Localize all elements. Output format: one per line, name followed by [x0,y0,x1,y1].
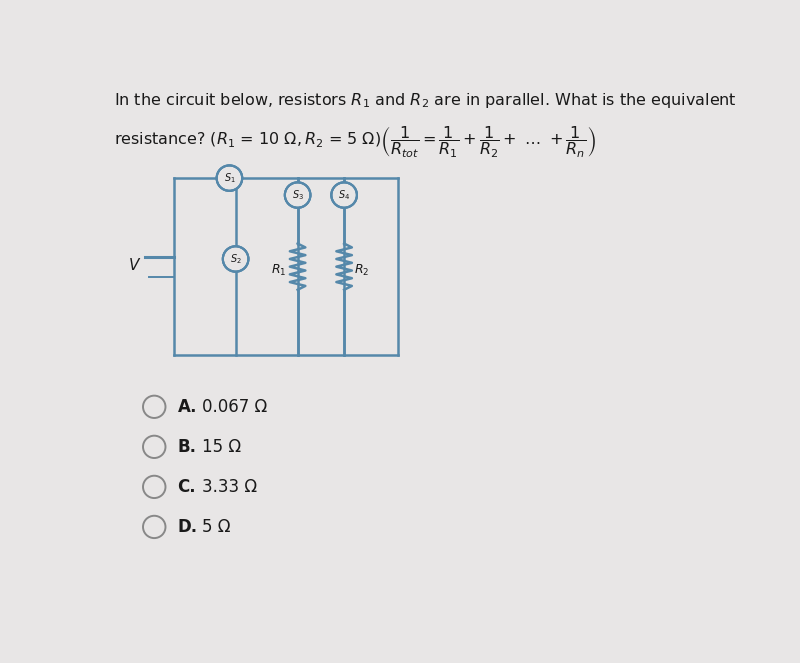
Text: 15 Ω: 15 Ω [202,438,242,456]
Text: $S_1$: $S_1$ [223,171,235,185]
Circle shape [217,165,242,191]
Text: $R_1$: $R_1$ [270,263,286,278]
Text: A.: A. [178,398,197,416]
Circle shape [331,182,357,208]
Text: D.: D. [178,518,198,536]
Text: C.: C. [178,478,196,496]
Text: $S_4$: $S_4$ [338,188,350,202]
Text: In the circuit below, resistors $R_1$ and $R_2$ are in parallel. What is the equ: In the circuit below, resistors $R_1$ an… [114,91,737,110]
Text: 5 Ω: 5 Ω [202,518,230,536]
Circle shape [223,246,249,272]
Text: $S_2$: $S_2$ [230,252,242,266]
Text: 0.067 Ω: 0.067 Ω [202,398,267,416]
Text: V: V [129,258,139,272]
Text: B.: B. [178,438,197,456]
Text: $S_3$: $S_3$ [292,188,304,202]
Text: $R_2$: $R_2$ [354,263,369,278]
Circle shape [285,182,310,208]
Text: resistance? $(R_1$ = 10 $\Omega,R_2$ = 5 $\Omega)\left(\dfrac{1}{R_{tot}}=\dfrac: resistance? $(R_1$ = 10 $\Omega,R_2$ = 5… [114,124,596,160]
Text: 3.33 Ω: 3.33 Ω [202,478,258,496]
